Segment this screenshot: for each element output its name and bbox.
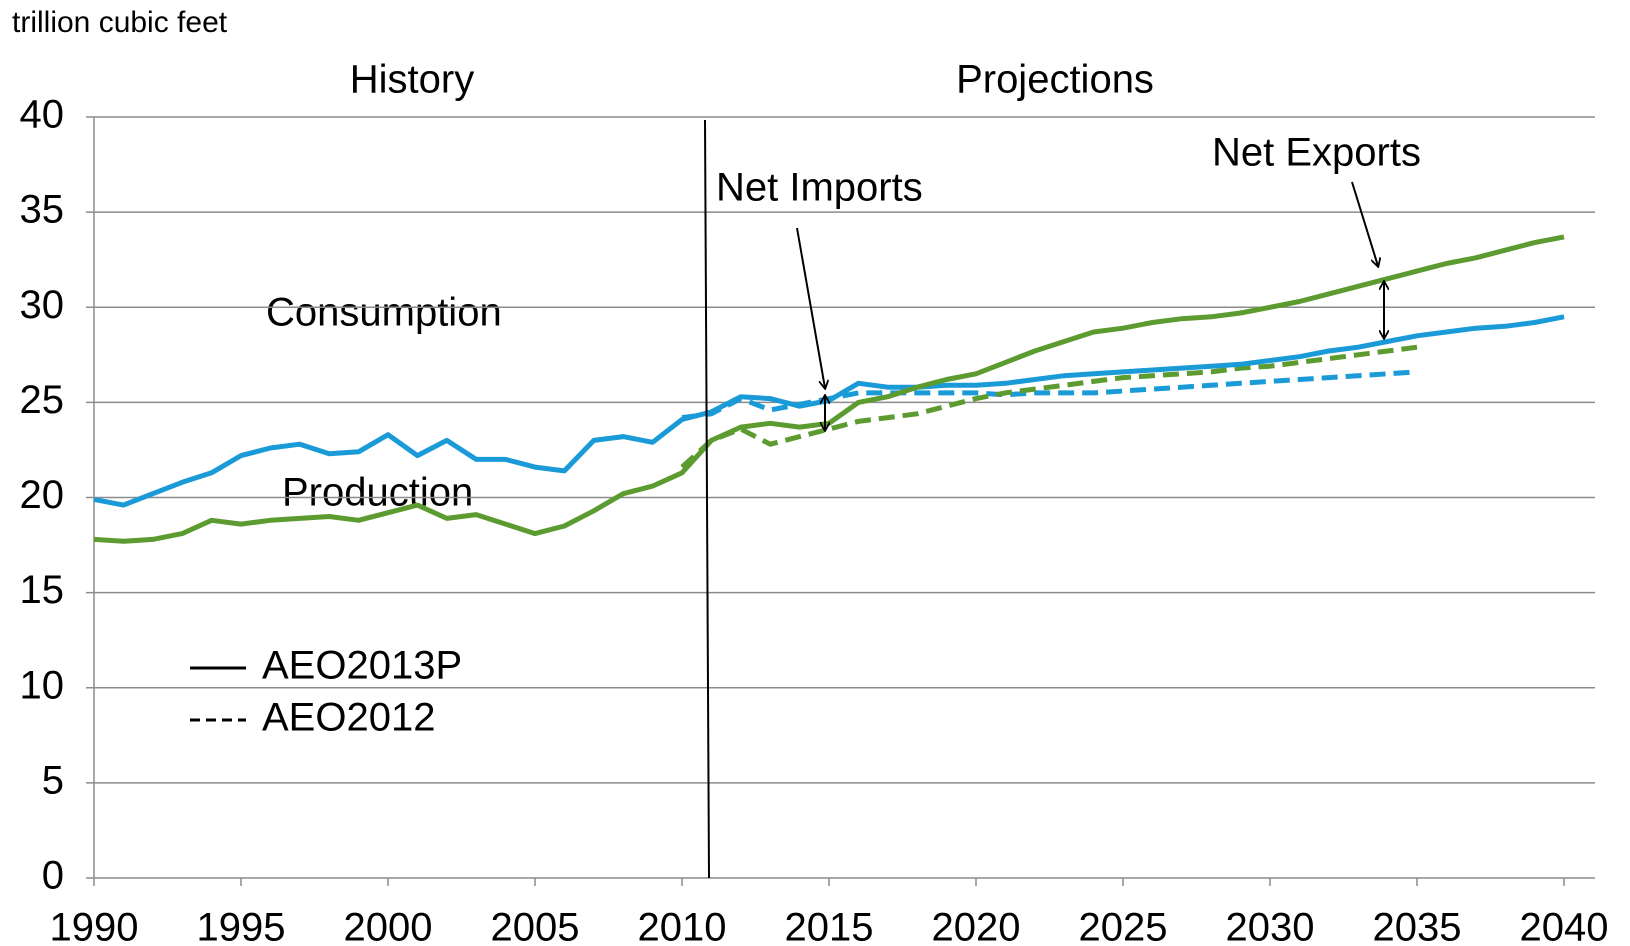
x-tick-label: 2015 xyxy=(785,906,874,946)
x-tick-label: 2010 xyxy=(638,906,727,946)
y-tick-label: 15 xyxy=(20,568,65,612)
net-exports-label: Net Exports xyxy=(1212,131,1421,175)
projections-label: Projections xyxy=(956,58,1154,102)
series-line xyxy=(680,344,1418,469)
history-divider xyxy=(704,119,710,879)
x-tick-label: 2040 xyxy=(1520,906,1609,946)
y-tick-label: 20 xyxy=(20,473,65,517)
y-tick-label: 35 xyxy=(20,188,65,232)
x-tick-label: 1990 xyxy=(50,906,139,946)
y-tick-label: 30 xyxy=(20,283,65,327)
x-tick-label: 2020 xyxy=(932,906,1021,946)
y-tick-label: 5 xyxy=(42,758,64,802)
x-tick-label: 2035 xyxy=(1373,906,1462,946)
y-tick-label: 10 xyxy=(20,663,65,707)
history-label: History xyxy=(350,58,474,102)
consumption-label: Consumption xyxy=(266,291,502,335)
legend-label: AEO2012 xyxy=(262,696,435,740)
y-tick-label: 0 xyxy=(42,854,64,898)
x-tick-label: 1995 xyxy=(197,906,286,946)
x-tick-label: 2030 xyxy=(1226,906,1315,946)
net-imports-arrow xyxy=(796,227,825,388)
y-tick-label: 40 xyxy=(20,93,65,137)
legend-label: AEO2013P xyxy=(262,644,462,688)
x-tick-label: 2025 xyxy=(1079,906,1168,946)
net-imports-label: Net Imports xyxy=(716,166,923,210)
production-label: Production xyxy=(282,471,473,515)
net-exports-arrow xyxy=(1351,181,1378,266)
y-axis-label: trillion cubic feet xyxy=(12,6,228,39)
y-tick-label: 25 xyxy=(20,378,65,422)
x-tick-label: 2005 xyxy=(491,906,580,946)
x-tick-label: 2000 xyxy=(344,906,433,946)
